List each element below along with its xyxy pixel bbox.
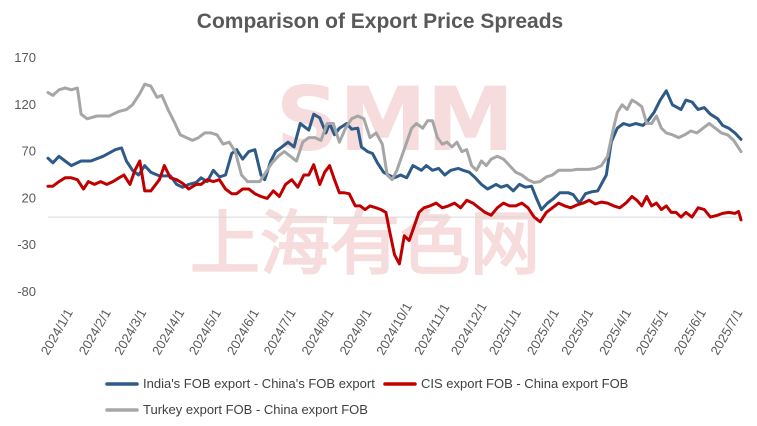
watermark-text: 上海有色网 [190,203,540,285]
series-line-3 [46,82,743,184]
x-tick-label: 2024/12/1 [448,300,490,358]
x-tick-label: 2025/7/1 [707,306,745,357]
x-tick-label: 2024/1/1 [38,306,76,357]
x-tick-label: 2025/2/1 [524,306,562,357]
x-tick-label: 2025/1/1 [486,306,524,357]
y-tick-label: 20 [22,190,36,205]
x-tick-label: 2025/6/1 [671,306,709,357]
y-tick-label: 120 [14,97,36,112]
x-tick-label: 2024/3/1 [111,306,149,357]
y-tick-label: 70 [22,144,36,159]
x-tick-label: 2024/10/1 [373,300,415,358]
x-tick-label: 2025/3/1 [558,306,596,357]
x-tick-label: 2024/2/1 [76,306,114,357]
x-tick-label: 2024/9/1 [336,306,374,357]
legend-label-2: CIS export FOB - China export FOB [421,376,628,391]
y-tick-label: 170 [14,50,36,65]
legend: India's FOB export - China's FOB export C… [105,376,628,417]
x-tick-label: 2024/6/1 [224,306,262,357]
x-tick-label: 2024/5/1 [186,306,224,357]
x-tick-label: 2024/4/1 [149,306,187,357]
x-tick-label: 2024/7/1 [260,306,298,357]
x-tick-label: 2025/5/1 [633,306,671,357]
x-tick-label: 2024/11/1 [411,301,452,358]
watermark-logo: SMM [276,68,515,171]
x-tick-label: 2024/8/1 [298,306,336,357]
chart-title: Comparison of Export Price Spreads [197,10,563,33]
series-line-2 [46,159,743,266]
plot-area [46,82,743,266]
x-tick-label: 2025/4/1 [596,306,634,357]
legend-label-1: India's FOB export - China's FOB export [143,376,375,391]
y-tick-label: -80 [17,284,36,299]
y-tick-label: -30 [17,237,36,252]
legend-label-3: Turkey export FOB - China export FOB [143,402,368,417]
y-axis: 170 120 70 20 -30 -80 [14,50,36,299]
